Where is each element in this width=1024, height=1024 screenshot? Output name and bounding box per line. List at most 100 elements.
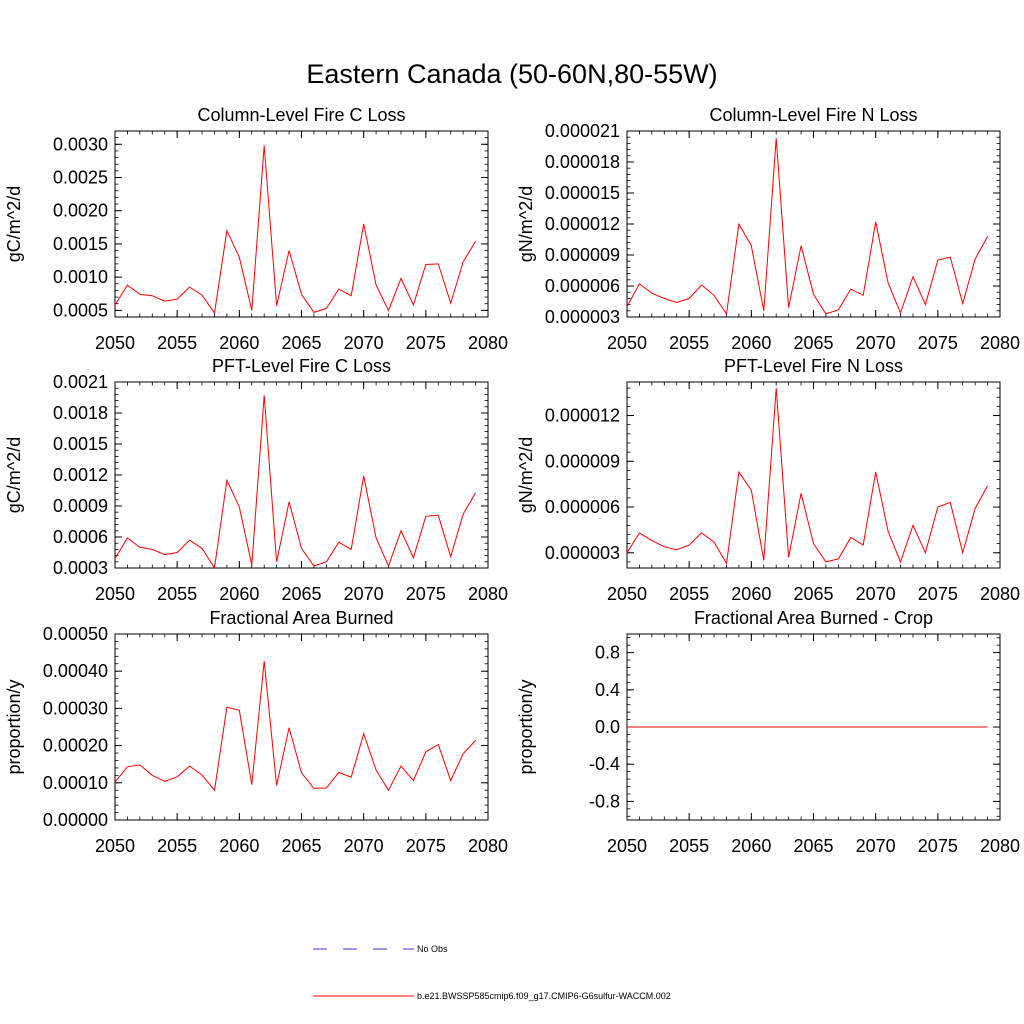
y-tick-label: 0.000012 xyxy=(545,406,620,426)
y-tick-label: 0.000003 xyxy=(545,307,620,327)
y-axis-label: gC/m^2/d xyxy=(4,437,24,513)
y-tick-label: -0.8 xyxy=(589,791,620,811)
y-axis-label: gC/m^2/d xyxy=(4,186,24,262)
x-tick-label: 2070 xyxy=(344,584,384,604)
x-tick-label: 2055 xyxy=(669,836,709,856)
y-tick-label: 0.0006 xyxy=(53,527,108,547)
x-tick-label: 2065 xyxy=(281,333,321,353)
x-tick-label: 2060 xyxy=(219,333,259,353)
x-tick-label: 2080 xyxy=(468,836,508,856)
x-tick-label: 2070 xyxy=(344,836,384,856)
x-tick-label: 2075 xyxy=(406,333,446,353)
x-tick-label: 2075 xyxy=(918,333,958,353)
figure-title: Eastern Canada (50-60N,80-55W) xyxy=(306,59,717,89)
x-tick-label: 2050 xyxy=(95,836,135,856)
chart-panel-5: Fractional Area Burned proportion/y 2050 20… xyxy=(4,608,508,856)
y-tick-label: 0.000009 xyxy=(545,245,620,265)
y-tick-label: 0.00050 xyxy=(43,624,108,644)
y-tick-label: 0.00000 xyxy=(43,810,108,830)
y-tick-label: 0.0015 xyxy=(53,234,108,254)
y-tick-label: 0.000015 xyxy=(545,183,620,203)
series-line xyxy=(626,388,989,565)
x-tick-label: 2055 xyxy=(157,333,197,353)
panel-title: Column-Level Fire C Loss xyxy=(197,105,405,125)
x-tick-label: 2075 xyxy=(918,584,958,604)
series-line xyxy=(114,145,477,315)
chart-panel-1: Column-Level Fire C Loss gC/m^2/d 2050 2055… xyxy=(4,105,508,353)
x-tick-label: 2060 xyxy=(731,836,771,856)
chart-panel-3: PFT-Level Fire C Loss gC/m^2/d 2050 2055 206… xyxy=(4,356,508,604)
series-line xyxy=(114,395,477,570)
x-tick-label: 2080 xyxy=(980,333,1020,353)
y-axis-label: gN/m^2/d xyxy=(516,186,536,262)
y-tick-label: 0.0005 xyxy=(53,300,108,320)
chart-panel-6: Fractional Area Burned - Crop proportion/… xyxy=(516,608,1020,856)
x-tick-label: 2080 xyxy=(980,584,1020,604)
x-tick-label: 2065 xyxy=(281,836,321,856)
y-tick-label: 0.00030 xyxy=(43,698,108,718)
x-tick-label: 2050 xyxy=(95,584,135,604)
y-tick-label: 0.0 xyxy=(595,717,620,737)
x-tick-label: 2055 xyxy=(669,333,709,353)
x-tick-label: 2070 xyxy=(856,333,896,353)
x-tick-label: 2055 xyxy=(669,584,709,604)
x-tick-label: 2060 xyxy=(731,333,771,353)
y-tick-label: 0.00040 xyxy=(43,661,108,681)
legend-label: No Obs xyxy=(417,944,448,954)
x-tick-label: 2075 xyxy=(406,836,446,856)
panel-title: Fractional Area Burned - Crop xyxy=(694,608,933,628)
legend-label: b.e21.BWSSP585cmip6.f09_g17.CMIP6-G6sulf… xyxy=(417,991,671,1001)
x-tick-label: 2050 xyxy=(607,836,647,856)
y-tick-label: 0.0009 xyxy=(53,496,108,516)
chart-panel-4: PFT-Level Fire N Loss gN/m^2/d 2050 2055 206… xyxy=(516,356,1020,604)
x-tick-label: 2075 xyxy=(918,836,958,856)
y-tick-label: 0.0018 xyxy=(53,403,108,423)
y-tick-label: 0.000009 xyxy=(545,451,620,471)
x-tick-label: 2070 xyxy=(856,836,896,856)
y-tick-label: 0.000006 xyxy=(545,276,620,296)
series-line xyxy=(626,138,989,316)
panel-title: Fractional Area Burned xyxy=(209,608,393,628)
x-tick-label: 2060 xyxy=(219,836,259,856)
x-tick-label: 2080 xyxy=(980,836,1020,856)
panel-title: Column-Level Fire N Loss xyxy=(709,105,917,125)
y-tick-label: 0.000006 xyxy=(545,497,620,517)
x-tick-label: 2075 xyxy=(406,584,446,604)
y-axis-label: proportion/y xyxy=(4,679,24,774)
y-tick-label: -0.4 xyxy=(589,754,620,774)
x-tick-label: 2065 xyxy=(281,584,321,604)
x-tick-label: 2065 xyxy=(793,584,833,604)
x-tick-label: 2070 xyxy=(344,333,384,353)
y-tick-label: 0.0020 xyxy=(53,201,108,221)
x-tick-label: 2055 xyxy=(157,836,197,856)
x-tick-label: 2065 xyxy=(793,333,833,353)
x-tick-label: 2055 xyxy=(157,584,197,604)
y-tick-label: 0.4 xyxy=(595,680,620,700)
x-tick-label: 2065 xyxy=(793,836,833,856)
x-tick-label: 2060 xyxy=(731,584,771,604)
y-tick-label: 0.0025 xyxy=(53,168,108,188)
y-tick-label: 0.00020 xyxy=(43,736,108,756)
panels: Column-Level Fire C Loss gC/m^2/d 2050 2055… xyxy=(4,105,1020,856)
x-tick-label: 2050 xyxy=(607,333,647,353)
y-tick-label: 0.0010 xyxy=(53,267,108,287)
y-tick-label: 0.000003 xyxy=(545,543,620,563)
y-tick-label: 0.0021 xyxy=(53,372,108,392)
x-tick-label: 2060 xyxy=(219,584,259,604)
y-tick-label: 0.8 xyxy=(595,643,620,663)
chart-panel-2: Column-Level Fire N Loss gN/m^2/d 2050 2055… xyxy=(516,105,1020,353)
y-tick-label: 0.000021 xyxy=(545,121,620,141)
y-tick-label: 0.000012 xyxy=(545,214,620,234)
y-axis-label: proportion/y xyxy=(516,679,536,774)
x-tick-label: 2070 xyxy=(856,584,896,604)
x-tick-label: 2050 xyxy=(95,333,135,353)
y-axis-label: gN/m^2/d xyxy=(516,437,536,513)
panel-title: PFT-Level Fire C Loss xyxy=(212,356,391,376)
panel-title: PFT-Level Fire N Loss xyxy=(724,356,903,376)
x-tick-label: 2080 xyxy=(468,333,508,353)
y-tick-label: 0.00010 xyxy=(43,773,108,793)
legend: No Obs b.e21.BWSSP585cmip6.f09_g17.CMIP6-… xyxy=(313,944,671,1001)
x-tick-label: 2080 xyxy=(468,584,508,604)
